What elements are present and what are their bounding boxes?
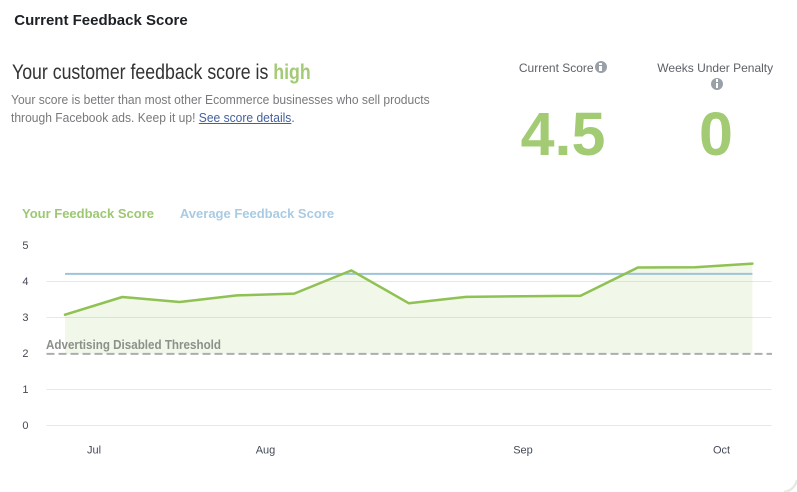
svg-text:4: 4: [22, 276, 28, 288]
svg-text:Aug: Aug: [256, 445, 276, 457]
svg-text:Advertising Disabled Threshold: Advertising Disabled Threshold: [46, 337, 221, 352]
svg-text:3: 3: [22, 312, 28, 324]
svg-text:1: 1: [22, 384, 28, 396]
svg-text:Oct: Oct: [713, 445, 730, 457]
svg-text:2: 2: [22, 348, 28, 360]
svg-text:Jul: Jul: [87, 445, 101, 457]
svg-text:0: 0: [22, 420, 28, 432]
svg-text:Sep: Sep: [513, 445, 533, 457]
svg-text:5: 5: [22, 240, 28, 252]
